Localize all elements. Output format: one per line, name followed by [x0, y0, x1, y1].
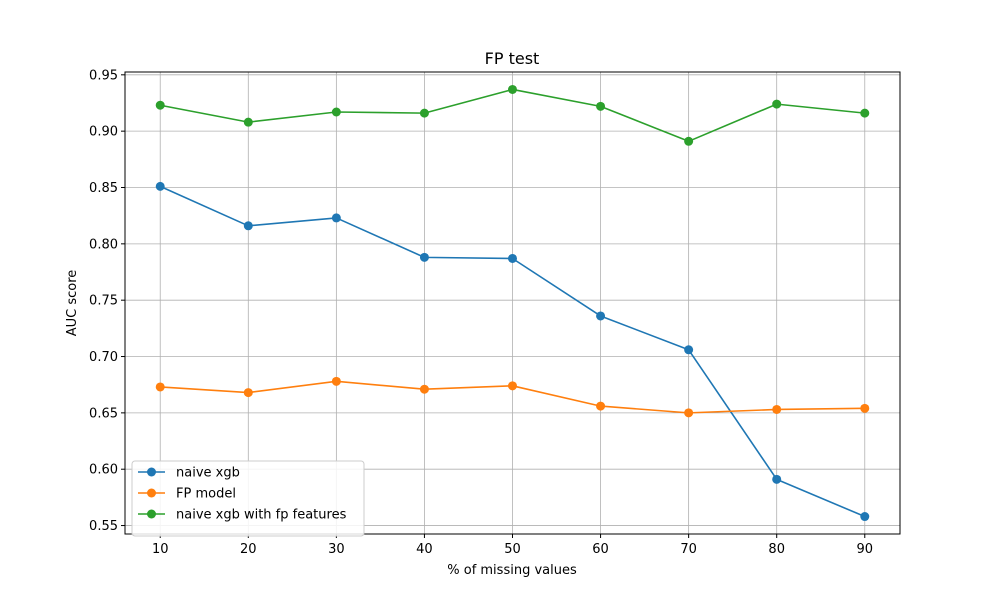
data-point	[419, 252, 429, 262]
y-tick-label: 0.60	[89, 463, 118, 478]
data-point	[772, 99, 782, 109]
grid-lines	[125, 72, 900, 534]
data-point	[419, 384, 429, 394]
data-point	[860, 403, 870, 413]
data-point	[419, 108, 429, 118]
data-point	[684, 345, 694, 355]
data-point	[684, 136, 694, 146]
data-point	[596, 101, 606, 111]
data-point	[331, 107, 341, 117]
data-point	[860, 512, 870, 522]
x-tick-label: 20	[240, 542, 257, 557]
legend-item: naive xgb with fp features	[138, 508, 347, 523]
data-point	[155, 100, 165, 110]
y-tick-label: 0.95	[89, 68, 118, 83]
data-point	[508, 381, 517, 391]
y-axis: 0.55 0.60 0.65 0.70 0.75 0.80 0.85 0.90 0.95	[89, 68, 125, 534]
legend-box	[131, 460, 365, 537]
legend-label: naive xgb with fp features	[176, 508, 347, 523]
data-point	[596, 311, 606, 321]
data-point	[684, 408, 694, 418]
x-tick-label: 30	[328, 542, 345, 557]
data-point	[155, 382, 165, 392]
series-1	[155, 376, 870, 418]
x-tick-label: 40	[416, 542, 433, 557]
data-point	[508, 253, 517, 263]
x-tick-label: 90	[856, 542, 873, 557]
data-point	[331, 213, 341, 223]
series-layer	[155, 84, 870, 522]
x-tick-label: 70	[680, 542, 697, 557]
legend-marker	[147, 467, 156, 477]
x-tick-label: 50	[504, 542, 521, 557]
series-2	[155, 84, 870, 146]
legend-item: naive xgb	[138, 466, 240, 481]
x-tick-label: 80	[768, 542, 785, 557]
y-tick-label: 0.70	[89, 350, 118, 365]
y-tick-label: 0.75	[89, 294, 118, 309]
x-tick-label: 60	[592, 542, 609, 557]
y-tick-label: 0.65	[89, 406, 118, 421]
data-point	[243, 221, 253, 231]
legend: naive xgb FP model naive xgb with fp featu…	[131, 460, 365, 537]
y-axis-label: AUC score	[65, 270, 80, 337]
data-point	[772, 404, 782, 414]
legend-marker	[147, 509, 156, 519]
data-point	[772, 474, 782, 484]
x-tick-label: 10	[152, 542, 169, 557]
chart-title: FP test	[485, 49, 540, 68]
data-point	[331, 376, 341, 386]
data-point	[860, 108, 870, 118]
x-axis: 10 20 30 40 50 60 70 80 90	[152, 534, 873, 557]
series-0	[155, 181, 870, 522]
legend-label: FP model	[176, 487, 236, 502]
data-point	[596, 401, 606, 411]
y-tick-label: 0.80	[89, 237, 118, 252]
data-point	[243, 388, 253, 398]
data-point	[508, 84, 517, 94]
y-tick-label: 0.85	[89, 181, 118, 196]
legend-label: naive xgb	[176, 466, 240, 481]
y-tick-label: 0.55	[89, 519, 118, 534]
x-axis-label: % of missing values	[447, 563, 577, 578]
legend-marker	[147, 488, 156, 498]
legend-item: FP model	[138, 487, 236, 502]
data-point	[155, 181, 165, 191]
y-tick-label: 0.90	[89, 125, 118, 140]
data-point	[243, 117, 253, 127]
